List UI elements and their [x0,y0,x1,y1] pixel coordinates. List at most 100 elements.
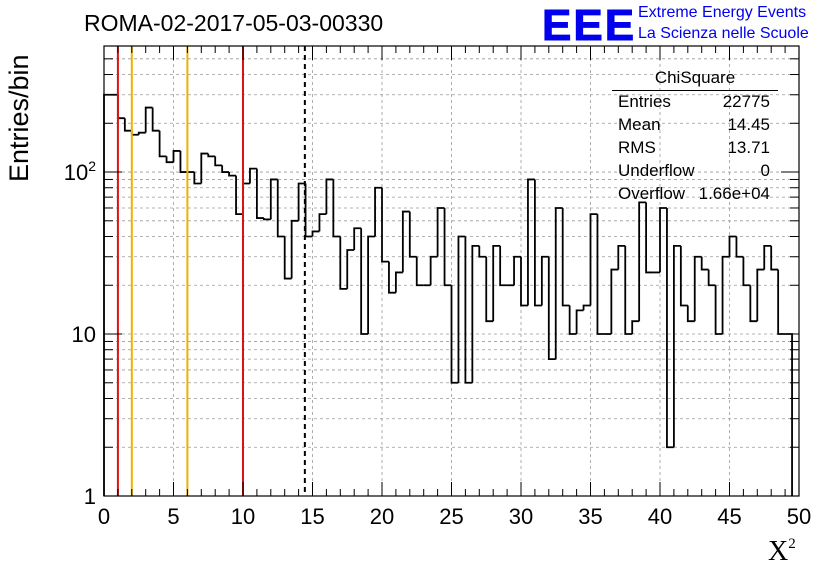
plot-title: ROMA-02-2017-05-03-00330 [84,10,384,36]
histogram-bin [742,256,751,287]
logo-line-1: Extreme Energy Events [638,4,807,21]
histogram-bin [554,207,563,360]
histogram-bin [332,179,341,238]
histogram-bin [360,228,369,335]
stats-value: 13.71 [727,138,770,157]
histogram-bin [144,106,153,133]
histogram-bin [645,202,654,274]
histogram-bin [659,207,667,273]
histogram-bin [262,218,271,221]
stats-key: Underflow [618,161,695,180]
histogram-bin [534,179,542,307]
x-tick-label: 45 [717,504,741,529]
histogram-bin [499,245,508,287]
histogram-bin [235,175,243,215]
histogram-bin [207,153,216,158]
histogram-bin [478,245,487,258]
histogram-bin [158,130,167,158]
histogram-bin [568,305,577,335]
histogram-bin [513,255,521,286]
eee-logo: EEE [542,1,636,45]
histogram-bin [693,255,702,322]
histogram-bin [311,230,320,237]
histogram-bin [631,320,640,335]
stats-box: ChiSquare Entries 22775 Mean 14.45 RMS 1… [612,68,778,208]
histogram-bin [283,236,292,280]
stats-row-overflow: Overflow 1.66e+04 [618,184,770,206]
histogram-bin [165,156,174,164]
histogram-bin [193,172,202,185]
stats-key: Overflow [618,184,686,203]
histogram-bin [527,178,535,306]
histogram-bin [617,244,626,270]
histogram-bin [228,172,237,177]
y-axis-label: Entries/bin [4,54,34,182]
histogram-bin [464,236,473,384]
histogram-bin [374,186,382,237]
x-tick-label: 5 [167,504,179,529]
stats-key: RMS [618,138,656,157]
histogram-bin [325,178,334,215]
y-tick-label: 102 [64,158,96,185]
histogram-bin [610,268,619,335]
histogram-bin [700,256,709,271]
histogram-bin [151,107,160,132]
histogram-bin [255,168,264,219]
histogram-bin [103,93,111,496]
stats-value: 22775 [722,92,770,111]
x-tick-label: 35 [578,504,602,529]
histogram-bin [624,245,633,335]
stats-row-entries: Entries 22775 [618,92,770,114]
histogram-bin [673,244,681,448]
histogram-bin [770,245,779,271]
histogram-bin [200,152,209,184]
histogram-bin [172,150,181,163]
histogram-bin [728,235,737,257]
histogram-bin [318,213,327,232]
histogram-bin [367,235,376,335]
histogram-bin [707,269,716,287]
histogram-bin [485,256,494,323]
histogram-bin [179,150,188,173]
histogram-bin [450,285,459,384]
stats-divider [612,90,778,91]
histogram-bin [269,178,278,220]
stats-value: 14.45 [727,115,770,134]
x-tick-label: 0 [98,504,110,529]
histogram-bin [721,255,730,335]
histogram-bin [436,207,445,257]
histogram-bin [749,285,758,323]
histogram-bin [540,255,549,306]
y-tick-label-base: 10 [64,160,88,185]
histogram-bin [679,245,688,307]
histogram-bin [666,207,674,449]
histogram-bin [214,156,223,167]
histogram-bin [395,271,403,293]
histogram-bin [297,182,306,221]
x-axis-label-superscript: 2 [788,536,796,552]
stats-row-rms: RMS 13.71 [618,138,770,160]
histogram-bin [575,309,584,335]
histogram-bin [714,285,723,335]
marker-lines [116,46,306,496]
histogram-bin [346,249,355,289]
histogram-bin [638,201,647,322]
x-tick-label: 25 [439,504,463,529]
histogram-bin [221,165,230,173]
histogram-bin [123,118,132,132]
histogram-bin [596,214,605,335]
x-tick-label: 10 [231,504,255,529]
histogram-bin [290,219,299,279]
axis-ticks [103,45,800,497]
x-axis-label-base: X [768,536,789,567]
y-tick-label-exponent: 2 [88,158,96,174]
histogram-bin [785,333,793,496]
stats-title: ChiSquare [654,68,736,87]
x-tick-label: 20 [370,504,394,529]
stats-key: Entries [618,92,671,111]
eee-logo-mark: EEE [542,1,636,44]
histogram-bin [589,213,598,306]
histogram-bin [276,179,285,238]
histogram-bin [415,256,424,287]
